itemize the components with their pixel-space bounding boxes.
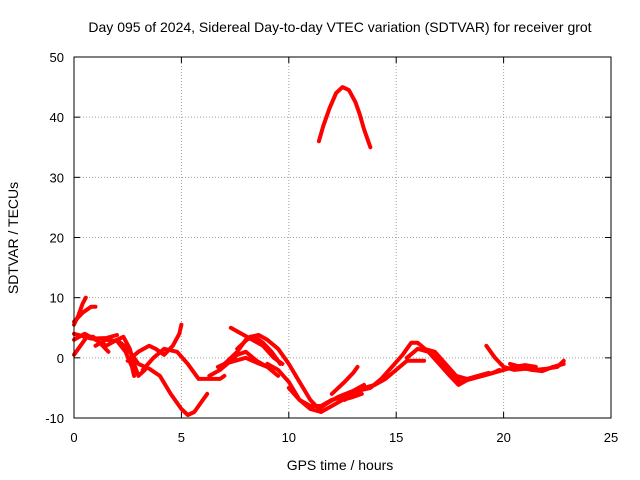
- x-tick-label: 25: [604, 430, 618, 445]
- y-tick-label: 0: [57, 351, 64, 366]
- x-tick-label: 20: [496, 430, 510, 445]
- series-line-arc-23: [508, 361, 566, 374]
- chart-title: Day 095 of 2024, Sidereal Day-to-day VTE…: [88, 19, 591, 35]
- grid-lines: [74, 57, 611, 418]
- series-line-arc-19: [316, 85, 373, 150]
- series-line-arc-21: [422, 346, 491, 381]
- y-tick-labels: -10 0 10 20 30 40 50: [45, 50, 64, 426]
- axis-ticks: [73, 56, 612, 419]
- y-tick-label: 50: [50, 50, 64, 65]
- y-tick-label: -10: [45, 411, 64, 426]
- series-line-arc-05: [72, 331, 119, 341]
- series-layer: [72, 85, 566, 417]
- series-line-arc-06: [93, 337, 137, 378]
- x-tick-label: 10: [282, 430, 296, 445]
- series-line-arc-09: [140, 346, 227, 381]
- series-line-arc-07: [115, 337, 210, 417]
- x-tick-label: 5: [178, 430, 185, 445]
- series-line-arc-12: [222, 355, 281, 378]
- x-tick-labels: 0 5 10 15 20 25: [70, 430, 618, 445]
- x-axis-label: GPS time / hours: [287, 457, 394, 473]
- y-tick-label: 20: [50, 231, 64, 246]
- x-tick-label: 15: [389, 430, 403, 445]
- series-line-arc-02: [72, 304, 98, 324]
- y-tick-label: 10: [50, 291, 64, 306]
- series-line-arc-13: [228, 325, 285, 366]
- y-axis-label: SDTVAR / TECUs: [5, 182, 21, 294]
- x-tick-label: 0: [70, 430, 77, 445]
- series-line-arc-17: [329, 364, 360, 396]
- y-tick-label: 40: [50, 110, 64, 125]
- y-tick-label: 30: [50, 170, 64, 185]
